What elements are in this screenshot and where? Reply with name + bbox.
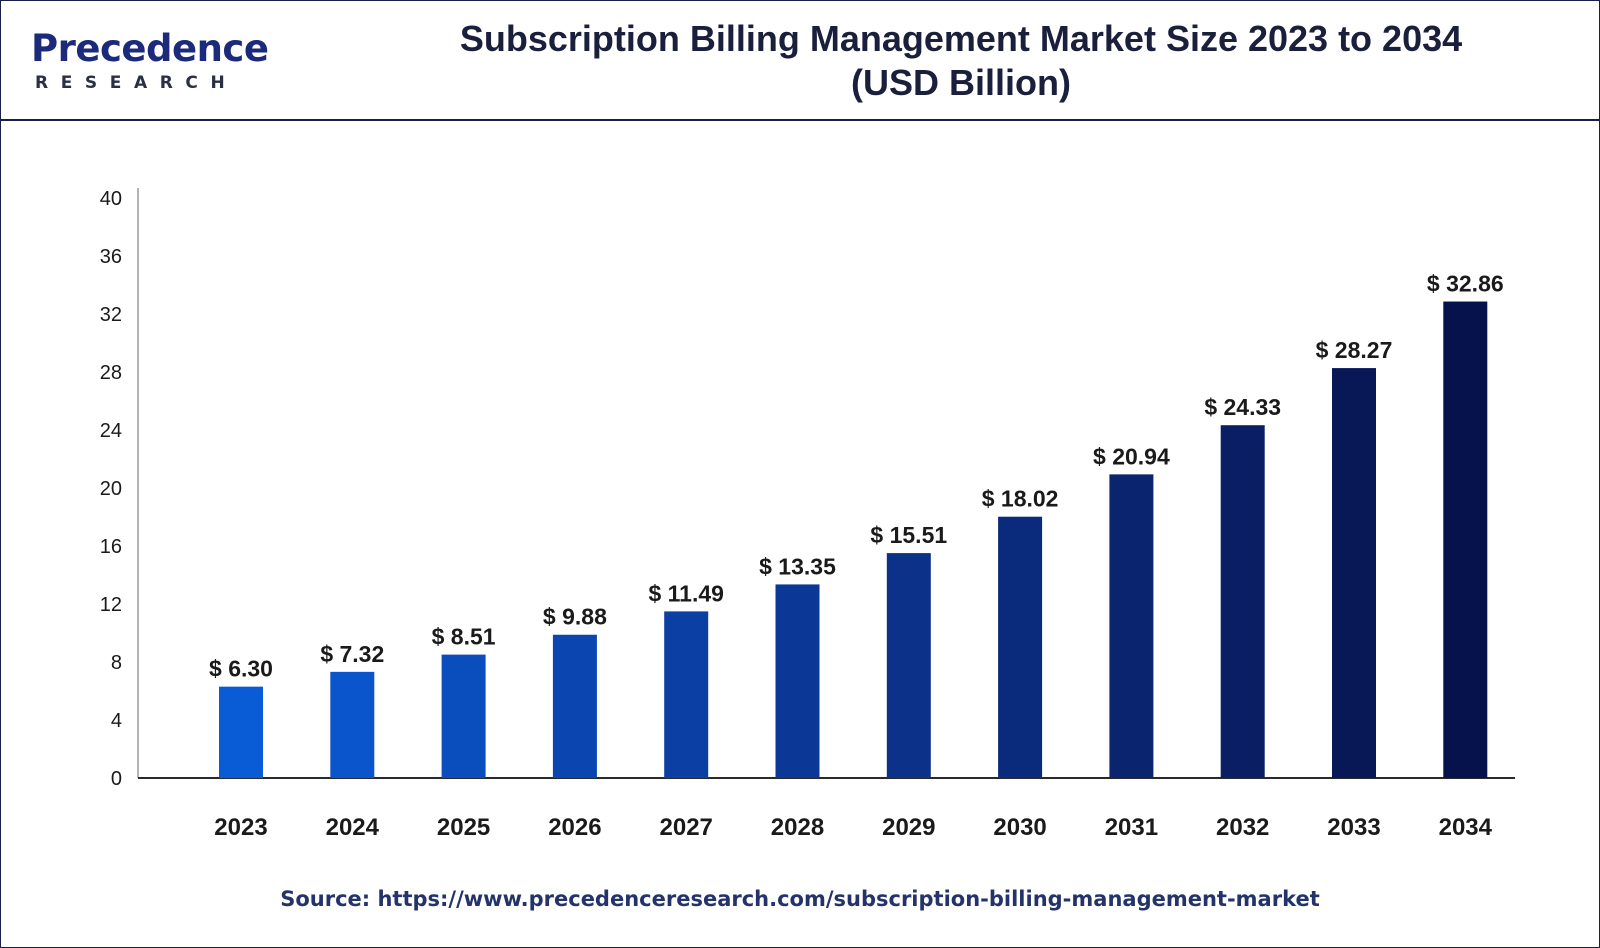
y-tick-label: 16 (100, 536, 122, 558)
y-tick-label: 40 (100, 188, 122, 210)
data-label-2023: $ 6.30 (209, 656, 273, 682)
x-tick-label: 2029 (882, 814, 935, 841)
bar-2030 (998, 516, 1043, 778)
chart-title: Subscription Billing Management Market S… (381, 17, 1541, 105)
y-tick-label: 0 (111, 768, 122, 790)
x-tick-label: 2034 (1439, 814, 1493, 841)
y-tick-label: 32 (100, 304, 122, 326)
bar-2025 (441, 654, 486, 778)
x-tick-label: 2033 (1327, 814, 1380, 841)
x-tick-label: 2030 (993, 814, 1046, 841)
x-tick-label: 2025 (437, 814, 490, 841)
bar-2028 (775, 584, 820, 778)
bar-2034 (1443, 301, 1488, 778)
y-tick-label: 12 (100, 594, 122, 616)
x-tick-label: 2032 (1216, 814, 1269, 841)
y-tick-label: 24 (100, 420, 122, 442)
data-label-2028: $ 13.35 (759, 553, 836, 579)
bar-2026 (552, 634, 597, 778)
y-tick-label: 36 (100, 246, 122, 268)
data-label-2026: $ 9.88 (543, 604, 607, 630)
x-tick-label: 2024 (326, 814, 380, 841)
y-tick-label: 28 (100, 362, 122, 384)
data-label-2025: $ 8.51 (432, 624, 496, 650)
bar-2027 (664, 611, 709, 778)
bar-2033 (1332, 368, 1376, 778)
bar-2023 (219, 686, 263, 778)
bar-2029 (886, 553, 931, 778)
logo-wordmark: Precedence (31, 27, 269, 70)
data-label-2033: $ 28.27 (1316, 337, 1393, 363)
bar-2024 (330, 671, 375, 778)
data-label-2024: $ 7.32 (320, 641, 384, 667)
data-label-2027: $ 11.49 (648, 580, 723, 606)
bar-2032 (1220, 425, 1265, 778)
bar-2031 (1109, 474, 1154, 778)
x-tick-label: 2026 (548, 814, 601, 841)
data-label-2034: $ 32.86 (1427, 271, 1504, 297)
x-tick-label: 2027 (660, 814, 713, 841)
x-tick-label: 2028 (771, 814, 824, 841)
source-citation: Source: https://www.precedenceresearch.c… (280, 887, 1320, 911)
data-label-2030: $ 18.02 (982, 486, 1059, 512)
chart-title-line-2: (USD Billion) (851, 62, 1071, 103)
y-tick-label: 20 (100, 478, 122, 500)
data-label-2031: $ 20.94 (1093, 443, 1170, 469)
data-label-2029: $ 15.51 (870, 522, 947, 548)
y-tick-label: 4 (111, 710, 122, 732)
data-label-2032: $ 24.33 (1204, 394, 1281, 420)
x-tick-label: 2023 (214, 814, 267, 841)
logo-subtitle: RESEARCH (35, 73, 238, 93)
x-tick-label: 2031 (1105, 814, 1158, 841)
chart-title-line-1: Subscription Billing Management Market S… (459, 18, 1463, 59)
precedence-research-logo: Precedence RESEARCH (31, 27, 271, 97)
header: Precedence RESEARCH Subscription Billing… (1, 1, 1599, 121)
y-tick-label: 8 (111, 652, 122, 674)
